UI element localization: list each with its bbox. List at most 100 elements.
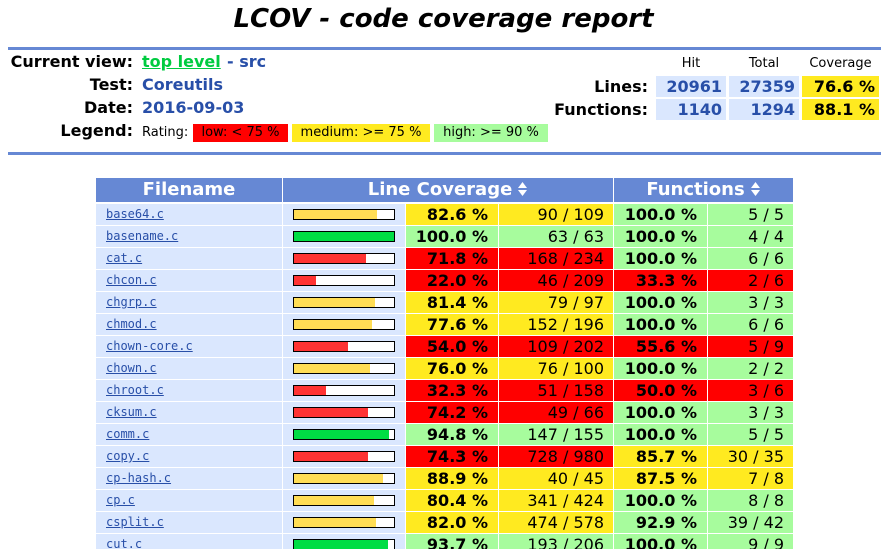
line-coverage: 74.3 % <box>406 446 498 467</box>
label: Rating: <box>142 125 189 140</box>
function-coverage: 100.0 % <box>614 248 707 269</box>
coverage-bar-fill <box>294 342 348 351</box>
filename[interactable]: base64.c <box>96 204 282 225</box>
function-count: 4 / 4 <box>708 226 793 247</box>
filename[interactable]: chown-core.c <box>96 336 282 357</box>
text: 2016-09-03 <box>142 98 245 117</box>
column-header[interactable]: Line Coverage <box>283 178 613 202</box>
coverage-bar <box>293 495 395 506</box>
coverage-bar-fill <box>294 408 369 417</box>
filename[interactable]: cat.c <box>96 248 282 269</box>
legend-item: high: >= 90 % <box>434 124 548 142</box>
line-coverage: 88.9 % <box>406 468 498 489</box>
line-count: 79 / 97 <box>499 292 613 313</box>
filename[interactable]: cksum.c <box>96 402 282 423</box>
legend-item: medium: >= 75 % <box>292 124 430 142</box>
coverage-bar-fill <box>294 298 376 307</box>
filename[interactable]: cp-hash.c <box>96 468 282 489</box>
line-count: 40 / 45 <box>499 468 613 489</box>
function-count: 3 / 6 <box>708 380 793 401</box>
coverage-bar <box>293 363 395 374</box>
line-count: 474 / 578 <box>499 512 613 533</box>
label: Legend: <box>60 121 133 140</box>
coverage-bar-fill <box>294 474 383 483</box>
text: Coreutils <box>142 75 224 94</box>
column-header: Coverage <box>809 56 872 71</box>
sort-icon[interactable] <box>750 181 761 197</box>
function-count: 2 / 6 <box>708 270 793 291</box>
function-count: 30 / 35 <box>708 446 793 467</box>
line-count: 109 / 202 <box>499 336 613 357</box>
function-coverage: 100.0 % <box>614 358 707 379</box>
coverage-bar <box>293 275 395 286</box>
coverage-bar <box>293 253 395 264</box>
filename[interactable]: copy.c <box>96 446 282 467</box>
coverage: 76.6 % <box>802 76 879 97</box>
label: Current view: <box>10 52 133 71</box>
column-header: Total <box>748 56 780 71</box>
line-count: 49 / 66 <box>499 402 613 423</box>
filename[interactable]: chmod.c <box>96 314 282 335</box>
line-coverage: 77.6 % <box>406 314 498 335</box>
coverage-bar-fill <box>294 320 372 329</box>
filename[interactable]: cp.c <box>96 490 282 511</box>
function-coverage: 85.7 % <box>614 446 707 467</box>
hit: 1140 <box>656 99 726 120</box>
column-header[interactable]: Functions <box>614 178 793 202</box>
line-coverage: 81.4 % <box>406 292 498 313</box>
filename[interactable]: chown.c <box>96 358 282 379</box>
filename[interactable]: basename.c <box>96 226 282 247</box>
link[interactable]: top level <box>142 52 221 71</box>
coverage-bar-fill <box>294 210 377 219</box>
line-coverage: 94.8 % <box>406 424 498 445</box>
coverage-bar <box>293 341 395 352</box>
line-count: 90 / 109 <box>499 204 613 225</box>
function-coverage: 55.6 % <box>614 336 707 357</box>
coverage-bar <box>293 429 395 440</box>
function-count: 9 / 9 <box>708 534 793 549</box>
line-coverage: 71.8 % <box>406 248 498 269</box>
filename[interactable]: chcon.c <box>96 270 282 291</box>
rule <box>8 152 881 155</box>
coverage-bar-fill <box>294 232 394 241</box>
filename[interactable]: cut.c <box>96 534 282 549</box>
filename[interactable]: comm.c <box>96 424 282 445</box>
function-coverage: 87.5 % <box>614 468 707 489</box>
coverage-bar <box>293 517 395 528</box>
column-title: Functions <box>646 179 745 200</box>
function-coverage: 33.3 % <box>614 270 707 291</box>
coverage-bar <box>293 297 395 308</box>
function-count: 3 / 3 <box>708 402 793 423</box>
coverage-bar <box>293 319 395 330</box>
line-coverage: 32.3 % <box>406 380 498 401</box>
function-coverage: 100.0 % <box>614 424 707 445</box>
label: Date: <box>84 98 133 117</box>
filename[interactable]: csplit.c <box>96 512 282 533</box>
legend-item: low: < 75 % <box>193 124 288 142</box>
coverage-bar <box>293 209 395 220</box>
coverage-bar <box>293 231 395 242</box>
line-count: 168 / 234 <box>499 248 613 269</box>
coverage-bar-fill <box>294 254 366 263</box>
line-count: 728 / 980 <box>499 446 613 467</box>
coverage-bar-fill <box>294 364 370 373</box>
function-coverage: 100.0 % <box>614 534 707 549</box>
coverage-bar <box>293 451 395 462</box>
hit: 20961 <box>656 76 726 97</box>
label: Test: <box>89 75 133 94</box>
line-coverage: 82.6 % <box>406 204 498 225</box>
coverage-bar <box>293 539 395 549</box>
label: Functions: <box>554 100 648 119</box>
line-coverage: 93.7 % <box>406 534 498 549</box>
filename[interactable]: chgrp.c <box>96 292 282 313</box>
column-header: Hit <box>681 56 701 71</box>
line-coverage: 22.0 % <box>406 270 498 291</box>
function-coverage: 100.0 % <box>614 402 707 423</box>
sort-icon[interactable] <box>517 181 528 197</box>
coverage-bar-fill <box>294 430 389 439</box>
coverage-bar <box>293 407 395 418</box>
function-count: 6 / 6 <box>708 248 793 269</box>
function-coverage: 100.0 % <box>614 226 707 247</box>
filename[interactable]: chroot.c <box>96 380 282 401</box>
